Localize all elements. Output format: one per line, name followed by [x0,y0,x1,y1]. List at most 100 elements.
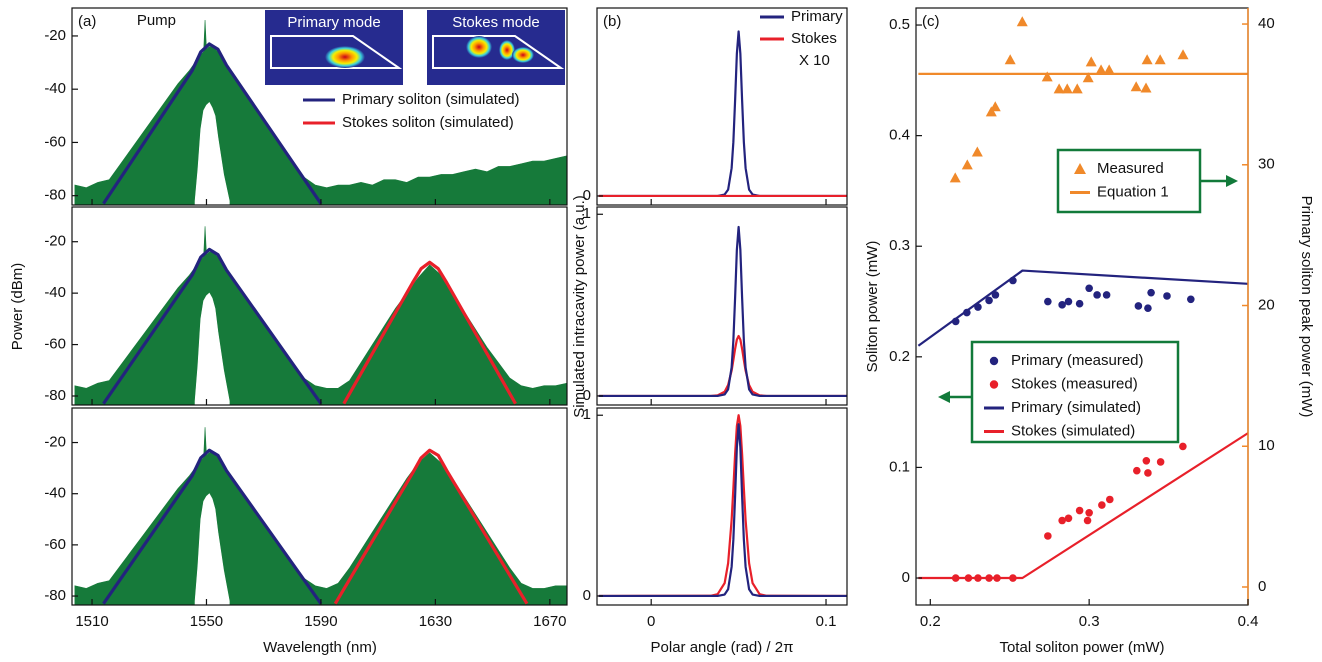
x-tick-label: 0.1 [816,613,837,630]
legend-label: Stokes (measured) [1011,375,1138,392]
x-tick-label: 0 [647,613,655,630]
marker [1065,514,1073,522]
marker [1141,82,1152,92]
marker [962,159,973,169]
arrow-head [938,391,950,403]
x-tick-label: 1670 [533,613,566,630]
marker [1179,443,1187,451]
series-line [599,424,847,596]
marker [1144,304,1152,312]
y-tick-label: -60 [44,133,66,150]
annotation: Pump [137,12,176,29]
marker [1044,298,1052,306]
spectrum-area [75,226,567,405]
marker [1076,507,1084,515]
mode-inset: Stokes mode [427,10,565,85]
y-tick-label: -20 [44,27,66,44]
y-tick-label: 0 [583,587,591,604]
y2-tick-label: 10 [1258,437,1275,454]
marker [1142,54,1153,64]
y-axis-title: Power (dBm) [9,263,26,351]
panel-label: (c) [922,13,940,30]
x-tick-label: 1550 [190,613,223,630]
x-tick-label: 1630 [419,613,452,630]
legend-marker [990,357,998,365]
y2-tick-label: 0 [1258,578,1266,595]
marker [1065,298,1073,306]
y-tick-label: -80 [44,187,66,204]
plot-area [75,427,567,605]
marker [972,146,983,156]
marker [1143,457,1151,465]
axes-frame [597,207,847,405]
x-axis-title: Total soliton power (mW) [999,639,1164,656]
marker [990,101,1001,111]
legend-label: Primary soliton (simulated) [342,91,520,108]
y-tick-label: 0 [583,387,591,404]
marker [1133,467,1141,475]
marker [1187,296,1195,304]
marker [1163,292,1171,300]
legend-label: Equation 1 [1097,183,1169,200]
marker [1155,54,1166,64]
x-axis-title: Polar angle (rad) / 2π [651,639,794,656]
x-axis-title: Wavelength (nm) [263,639,377,656]
series-line [599,336,847,396]
marker [1103,291,1111,299]
y-tick-label: 0.1 [889,458,910,475]
marker [1147,289,1155,297]
inset-title: Primary mode [287,14,380,31]
y-tick-label: -20 [44,233,66,250]
marker [1085,509,1093,517]
legend-label: Primary (measured) [1011,352,1144,369]
marker [1044,532,1052,540]
y-tick-label: 0.3 [889,237,910,254]
plot-area [599,227,847,396]
plot-area [75,226,567,405]
mode-inset: Primary mode [265,10,403,85]
legend-label: Stokes [791,30,837,47]
plot-area [599,415,847,596]
y-axis-title: Simulated intracavity power (a.u.) [571,195,588,418]
mode-profile [512,47,534,63]
marker [1135,302,1143,310]
mode-profile [466,36,492,58]
y-tick-label: 1 [583,406,591,423]
marker [1062,83,1073,93]
marker [1072,83,1083,93]
marker [1131,81,1142,91]
marker [1017,16,1028,26]
marker [1093,291,1101,299]
legend-label: Primary [791,8,843,25]
y-tick-label: 1 [583,205,591,222]
arrow-head [1226,175,1238,187]
y-tick-label: 0 [902,569,910,586]
marker [1106,496,1114,504]
marker [1086,56,1097,66]
x-tick-label: 1590 [304,613,337,630]
panel-label: (a) [78,13,96,30]
legend-label: Stokes soliton (simulated) [342,114,514,131]
figure: -20 -40 -60 -80 (a) Power (dBm) Pump Primary mo… [0,0,1322,662]
marker [1178,49,1189,59]
series-line [918,271,1248,346]
y2-axis-title: Primary soliton peak power (mW) [1298,196,1315,418]
x-tick-label: 0.3 [1079,613,1100,630]
marker [950,172,961,182]
y-tick-label: 0.5 [889,16,910,33]
marker [1076,300,1084,308]
series-line [918,433,1248,578]
x-tick-label: 1510 [75,613,108,630]
y2-tick-label: 30 [1258,156,1275,173]
y-tick-label: -60 [44,336,66,353]
legend-marker [990,380,998,388]
marker [1157,458,1165,466]
y2-tick-label: 20 [1258,296,1275,313]
y-tick-label: 0.2 [889,348,910,365]
y-axis-title: Soliton power (mW) [864,241,881,373]
y-tick-label: -80 [44,387,66,404]
y-tick-label: -80 [44,587,66,604]
y-tick-label: -40 [44,284,66,301]
marker [1005,54,1016,64]
legend-label: Measured [1097,160,1164,177]
